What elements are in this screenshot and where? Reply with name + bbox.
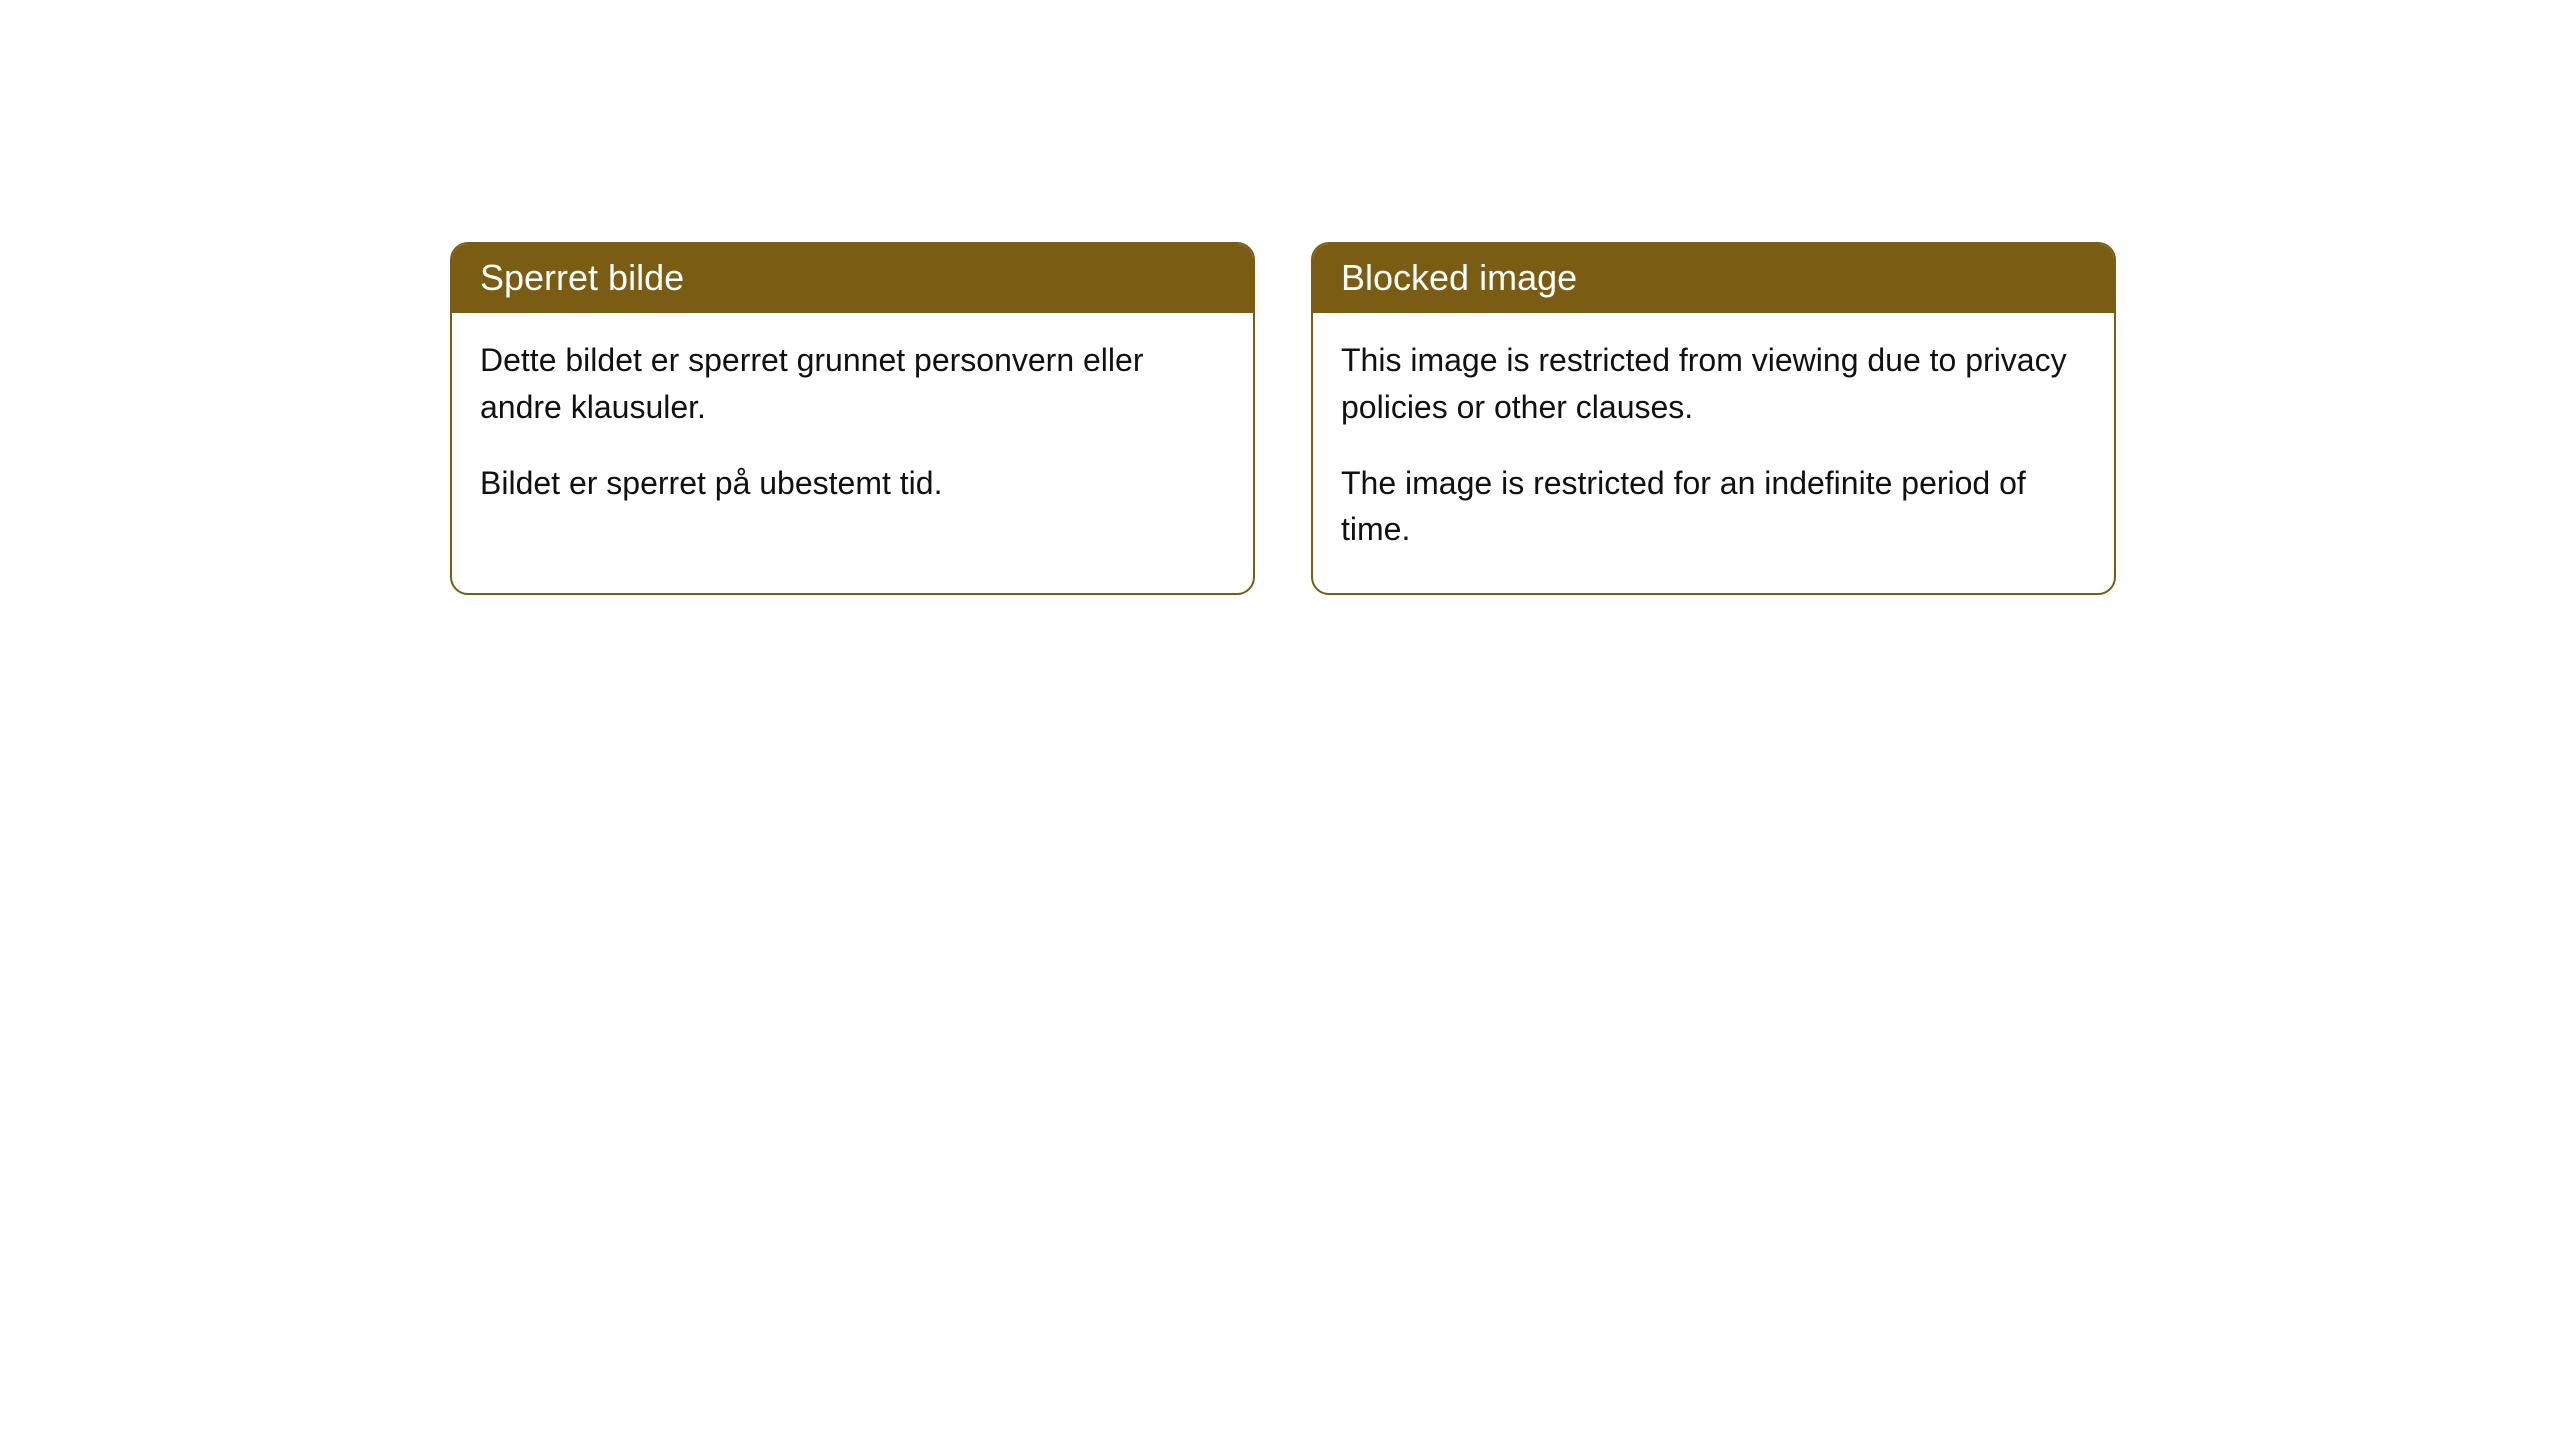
card-paragraph: Bildet er sperret på ubestemt tid. [480, 460, 1225, 506]
notice-card-english: Blocked image This image is restricted f… [1311, 242, 2116, 595]
notice-cards-container: Sperret bilde Dette bildet er sperret gr… [450, 242, 2116, 595]
card-paragraph: Dette bildet er sperret grunnet personve… [480, 337, 1225, 430]
card-header: Blocked image [1313, 244, 2114, 313]
card-title: Blocked image [1341, 257, 1577, 298]
card-body: This image is restricted from viewing du… [1313, 313, 2114, 593]
card-title: Sperret bilde [480, 257, 684, 298]
card-body: Dette bildet er sperret grunnet personve… [452, 313, 1253, 546]
card-paragraph: This image is restricted from viewing du… [1341, 337, 2086, 430]
notice-card-norwegian: Sperret bilde Dette bildet er sperret gr… [450, 242, 1255, 595]
card-header: Sperret bilde [452, 244, 1253, 313]
card-paragraph: The image is restricted for an indefinit… [1341, 460, 2086, 553]
